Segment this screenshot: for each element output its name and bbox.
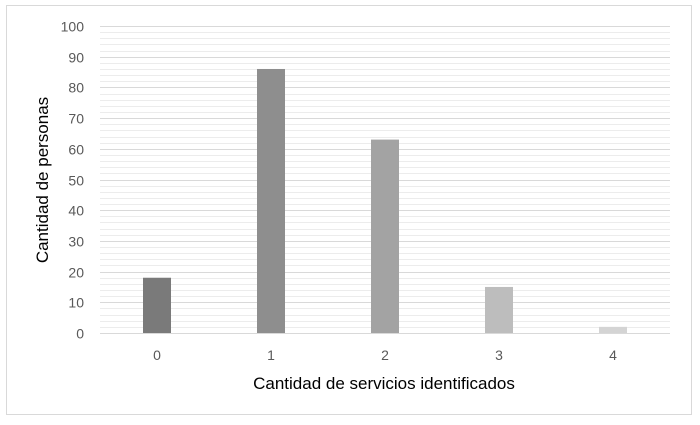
y-tick-label: 30 bbox=[68, 234, 84, 250]
bars bbox=[143, 68, 627, 333]
bar-3 bbox=[485, 286, 513, 333]
y-tick-label: 0 bbox=[76, 326, 84, 342]
bar-2 bbox=[371, 139, 399, 333]
x-tick-label: 0 bbox=[153, 347, 161, 363]
y-tick-label: 80 bbox=[68, 80, 84, 96]
x-tick-label: 3 bbox=[495, 347, 503, 363]
bar-0 bbox=[143, 277, 171, 333]
bar-1 bbox=[257, 68, 285, 333]
y-axis-title: Cantidad de personas bbox=[33, 97, 52, 263]
x-tick-label: 1 bbox=[267, 347, 275, 363]
x-tick-label: 4 bbox=[609, 347, 617, 363]
y-tick-label: 40 bbox=[68, 203, 84, 219]
bar-4 bbox=[599, 326, 627, 333]
y-tick-label: 90 bbox=[68, 50, 84, 66]
y-tick-label: 10 bbox=[68, 295, 84, 311]
y-tick-label: 50 bbox=[68, 173, 84, 189]
y-tick-label: 70 bbox=[68, 111, 84, 127]
x-tick-label: 2 bbox=[381, 347, 389, 363]
x-axis-ticks: 0 1 2 3 4 bbox=[153, 347, 617, 363]
x-axis-title: Cantidad de servicios identificados bbox=[253, 374, 515, 393]
y-axis-ticks: 0 10 20 30 40 50 60 70 80 90 100 bbox=[61, 19, 85, 342]
y-tick-label: 100 bbox=[61, 19, 85, 35]
y-tick-label: 20 bbox=[68, 265, 84, 281]
y-tick-label: 60 bbox=[68, 142, 84, 158]
